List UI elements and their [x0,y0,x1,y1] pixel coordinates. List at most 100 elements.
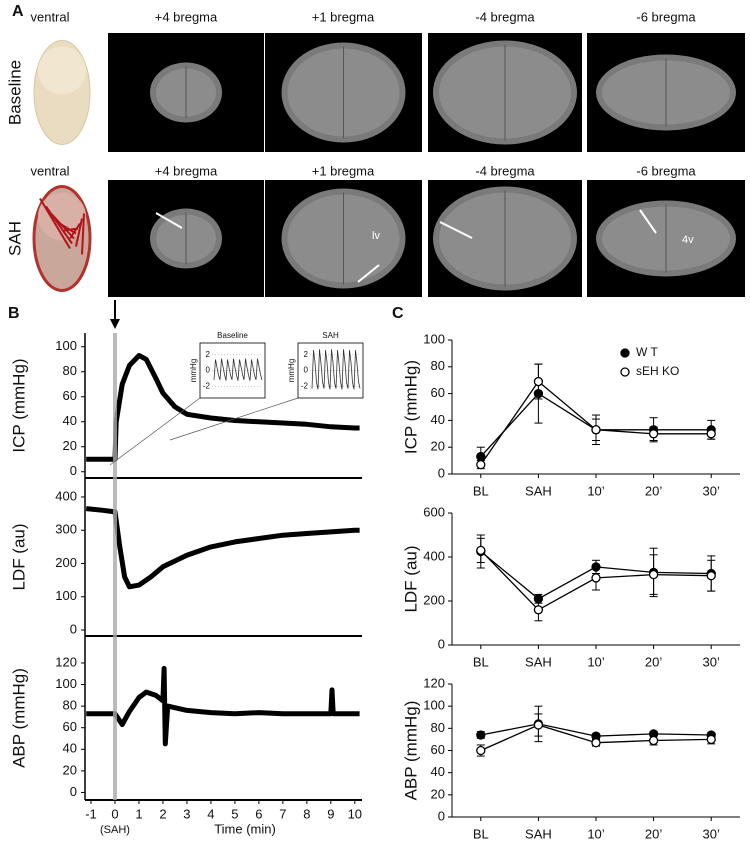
x-tick-label: 3 [183,806,190,821]
vessel [69,222,81,240]
x-annotation: (SAH) [100,824,130,836]
y-tick-label: 60 [63,719,77,734]
brain-photo [38,46,86,95]
x-tick-label: 20’ [645,654,662,669]
y-tick-label: 80 [63,698,77,713]
inset-trace [311,349,361,390]
legend-marker [620,348,630,358]
data-point [706,734,716,745]
x-tick-label: 20’ [645,826,662,841]
inset-tick-label: -2 [203,381,211,390]
data-point [706,429,716,439]
row-label: SAH [5,221,24,256]
panel-label: A [12,3,24,20]
y-tick-label: 120 [55,654,77,669]
x-tick-label: 4 [207,806,214,821]
data-point [591,425,601,435]
x-tick-label: 30’ [703,654,720,669]
x-tick-label: 10’ [587,826,604,841]
row-label: Baseline [5,60,24,125]
x-tick-label: 20’ [645,483,662,498]
y-tick-label: 100 [423,698,445,713]
column-header: -4 bregma [475,9,535,24]
data-point [706,571,716,581]
panel-label: B [8,305,20,322]
y-tick-label: 0 [438,636,445,651]
data-point [476,451,486,462]
column-header: +4 bregma [155,9,218,24]
inset-tick-label: 2 [304,350,309,359]
y-tick-label: 40 [63,413,77,428]
x-tick-label: 6 [255,806,262,821]
data-point [533,376,544,387]
x-tick-label: 8 [303,806,310,821]
column-header: ventral [30,9,69,24]
y-tick-label: 100 [55,338,77,353]
connector [169,397,299,441]
column-header: -6 bregma [636,9,696,24]
x-tick-label: 0 [111,806,118,821]
data-point [648,429,659,439]
y-axis-label: ABP (mmHg) [9,668,28,768]
event-arrow [109,319,120,329]
y-tick-label: 100 [423,331,445,346]
y-tick-label: 0 [438,808,445,823]
y-tick-label: 0 [438,465,445,480]
y-tick-label: 100 [55,588,77,603]
x-tick-label: 5 [231,806,238,821]
data-point [476,459,486,470]
y-tick-label: 600 [423,504,445,519]
legend-label: W T [636,345,658,359]
data-point [476,745,486,756]
vessel [81,213,85,255]
arrow [439,221,473,239]
y-tick-label: 60 [431,385,445,400]
inset-tick-label: 0 [206,366,211,375]
y-tick-label: 100 [55,676,77,691]
x-tick-label: 30’ [703,483,720,498]
vessel [39,197,71,250]
trace [86,665,360,747]
x-tick-label: 10 [348,806,362,821]
y-tick-label: 200 [423,592,445,607]
x-tick-label: 1 [135,806,142,821]
y-tick-label: 0 [70,621,77,636]
annotation: 4v [682,234,694,246]
x-tick-label: 9 [327,806,334,821]
vessel [57,221,77,235]
x-tick-label: 10’ [587,654,604,669]
data-point [648,735,659,746]
column-header: -4 bregma [475,163,535,178]
arrow [155,212,183,229]
y-tick-label: 400 [55,488,77,503]
x-tick-label: BL [473,483,489,498]
y-tick-label: 400 [423,548,445,563]
legend-marker [620,367,630,377]
y-tick-label: 60 [63,388,77,403]
data-point [533,605,544,615]
y-axis-label: LDF (au) [9,523,28,590]
y-tick-label: 20 [63,762,77,777]
inset-ylabel: mmHg [189,359,198,383]
y-tick-label: 80 [431,720,445,735]
inset-title: SAH [322,331,339,340]
x-tick-label: BL [473,654,489,669]
x-tick-label: 2 [159,806,166,821]
x-tick-label: SAH [525,654,552,669]
inset-ylabel: mmHg [287,359,296,383]
panel-label: C [392,305,404,322]
y-tick-label: 120 [423,675,445,690]
connector [109,397,201,466]
y-tick-label: 0 [70,784,77,799]
y-tick-label: 80 [431,358,445,373]
y-axis-label: ICP (mmHg) [401,360,420,454]
x-tick-label: SAH [525,483,552,498]
y-tick-label: 60 [431,742,445,757]
data-point [591,738,601,748]
vessel [45,205,73,245]
legend-label: sEH KO [636,364,679,378]
y-tick-label: 300 [55,522,77,537]
y-axis-label: ABP (mmHg) [401,701,420,801]
x-axis-label: Time (min) [214,821,276,836]
data-point [591,573,601,583]
